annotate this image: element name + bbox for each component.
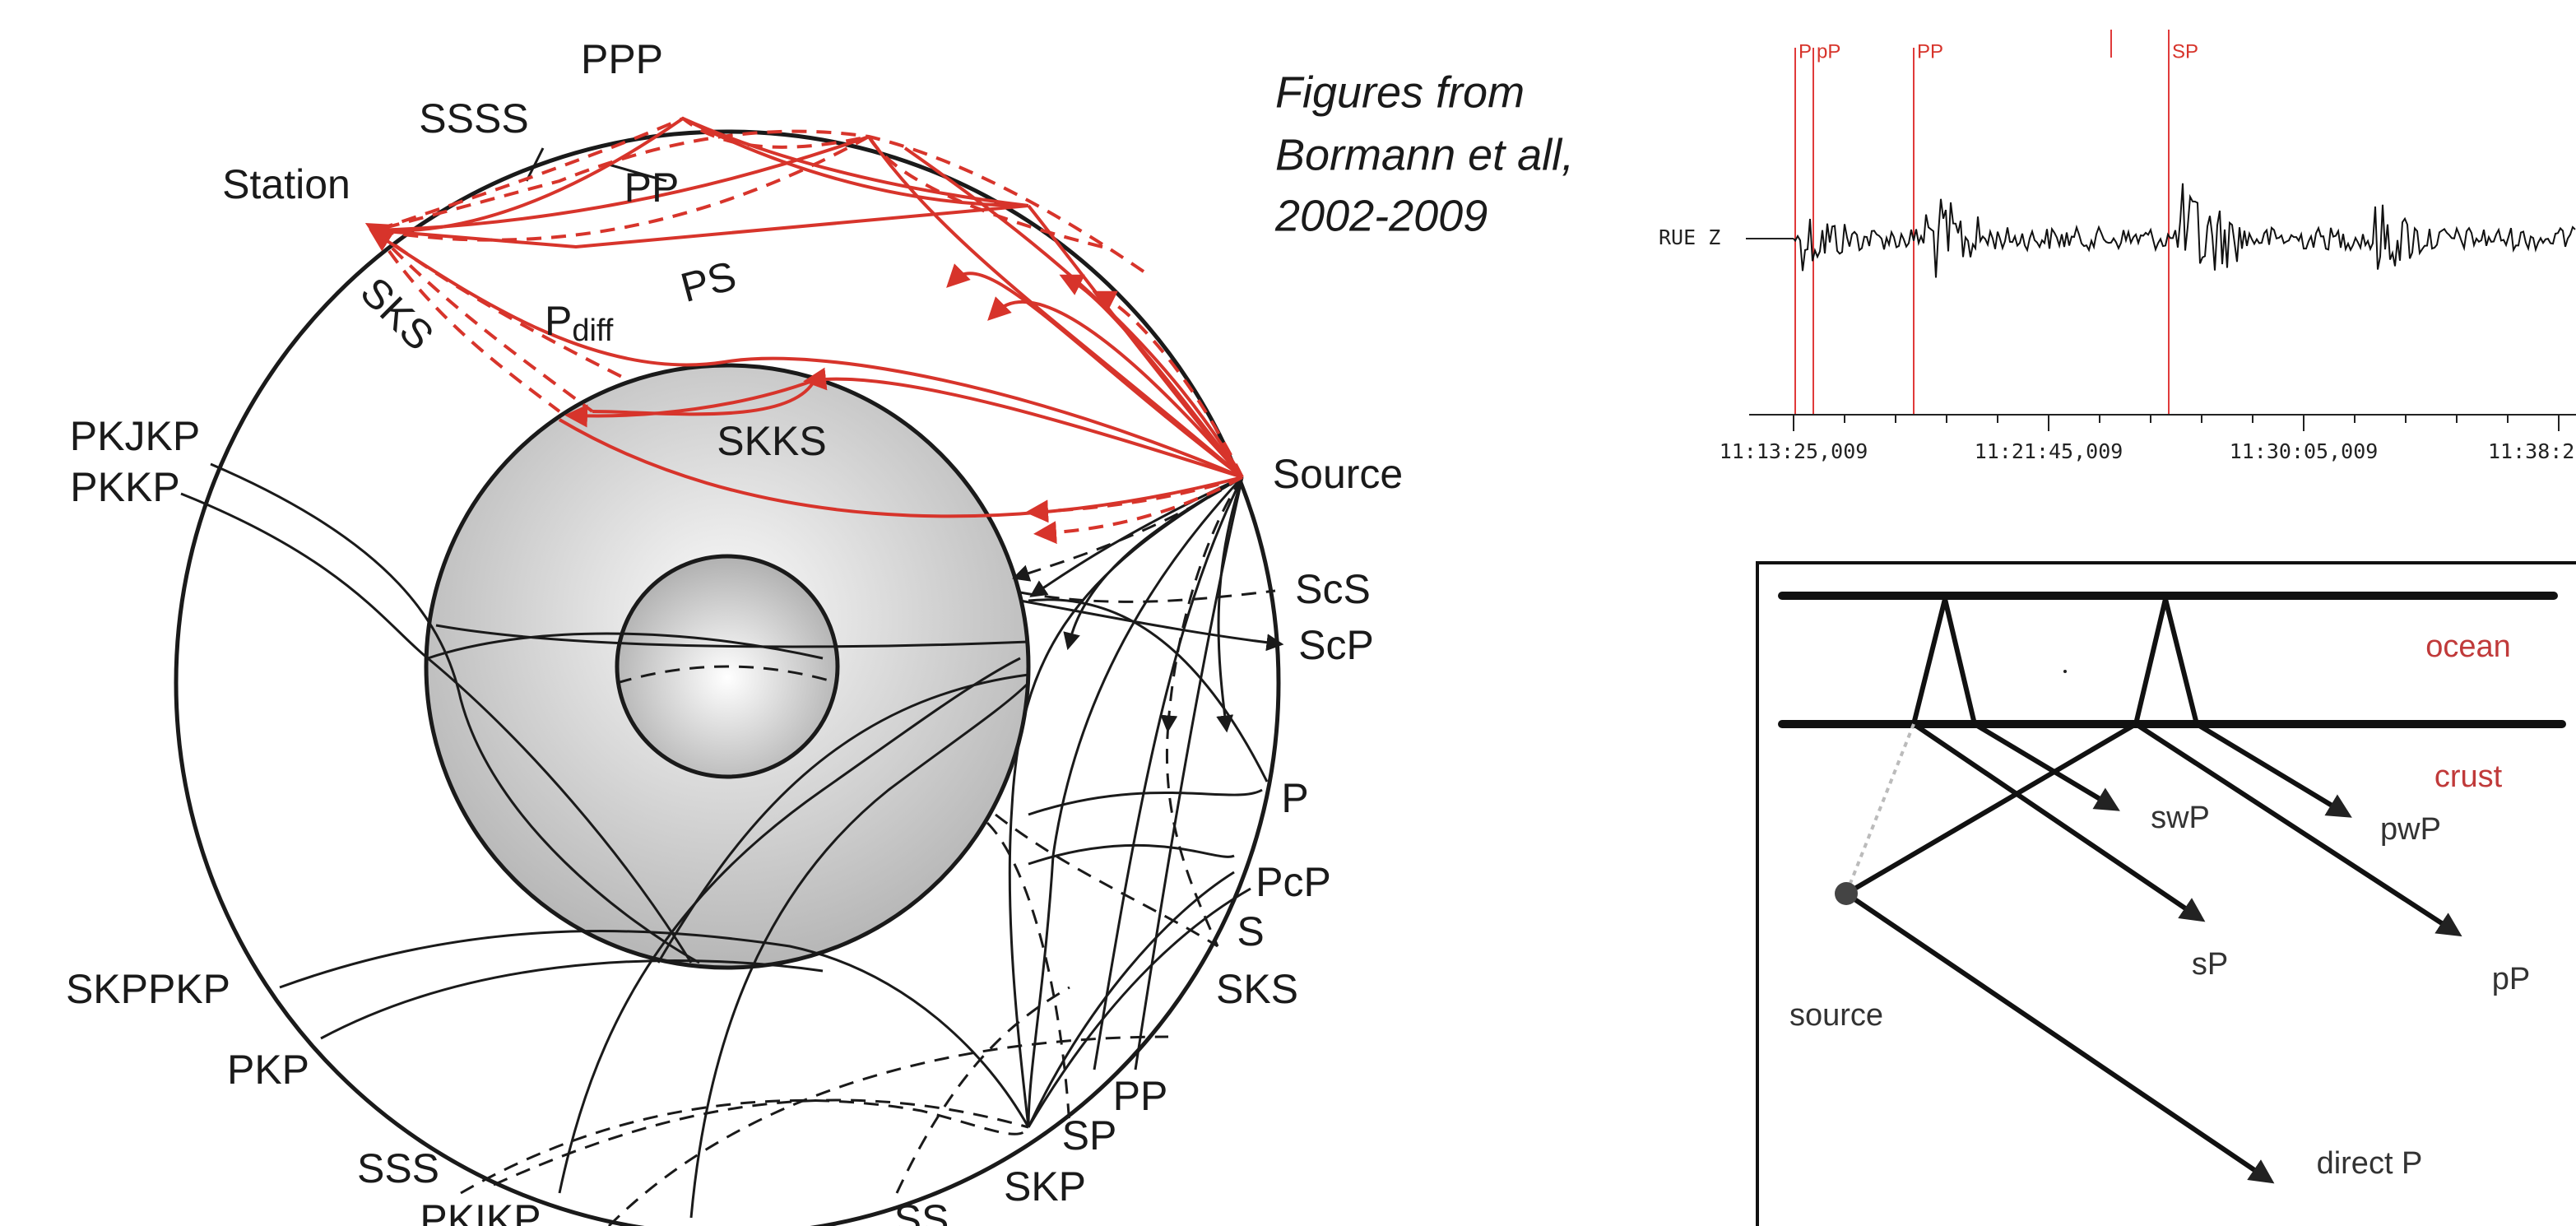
phase-name: SP xyxy=(2172,40,2198,63)
phase-name: P xyxy=(1799,40,1812,63)
figure: PPP SSSS Station PP PS SKS Pdiff SKKS PK… xyxy=(0,0,2576,1226)
source-label: Source xyxy=(1273,451,1403,497)
page: PPP SSSS Station PP PS SKS Pdiff SKKS PK… xyxy=(0,0,2576,1226)
ray xyxy=(1846,724,1914,894)
phase-name: PP xyxy=(1917,40,1943,63)
phase-label: SKKS xyxy=(717,418,826,464)
phase-label: SKS xyxy=(1216,966,1298,1012)
phase-label: SKP xyxy=(1004,1163,1086,1210)
phase-label: ScS xyxy=(1295,566,1371,612)
time-label: 11:13:25,009 xyxy=(1720,439,1868,463)
earth-diagram: PPP SSSS Station PP P S SKS Pdiff SKKS PK… xyxy=(66,36,1403,1226)
label-main: P xyxy=(545,298,572,344)
note-line: Bormann et all, xyxy=(1275,130,1574,179)
phase-label: SS xyxy=(894,1196,949,1226)
ray-label: sP xyxy=(2192,947,2228,982)
phase-label: PKP xyxy=(227,1047,309,1093)
time-label: 11:30:05,009 xyxy=(2230,439,2379,463)
phase-label: SSSS xyxy=(419,95,528,142)
time-label: 11:38:25 xyxy=(2488,439,2576,463)
ray-label: direct P xyxy=(2317,1146,2423,1181)
station-code: RUE Z xyxy=(1659,225,1720,249)
phase-label: P xyxy=(1281,775,1308,821)
phase-label: S xyxy=(1237,908,1264,954)
phase-label: PKJKP xyxy=(70,413,200,459)
note-line: Figures from xyxy=(1275,67,1525,117)
phase-label: ScP xyxy=(1298,622,1374,668)
waveform xyxy=(1794,183,2575,278)
phase-label: SSS xyxy=(357,1145,439,1191)
rays xyxy=(1846,599,2452,1177)
phase-label: PP xyxy=(1113,1073,1168,1119)
ray-label: pwP xyxy=(2380,812,2441,847)
phase-label: PPP xyxy=(581,36,663,82)
dot xyxy=(2063,670,2067,673)
label-subscript: diff xyxy=(572,313,613,348)
seismogram: RUE Z P pP PP SP 11:13:25,009 11:21:45,0… xyxy=(1659,30,2576,463)
time-label: 11:21:45,009 xyxy=(1975,439,2123,463)
layer-label: ocean xyxy=(2425,629,2511,664)
phase-label: PKKP xyxy=(70,464,179,510)
credit-note: Figures from Bormann et all, 2002-2009 xyxy=(1274,67,1574,240)
ray-label: pP xyxy=(2492,962,2530,996)
note-line: 2002-2009 xyxy=(1274,191,1488,240)
phase-label: PcP xyxy=(1256,859,1331,905)
source-label: source xyxy=(1789,998,1883,1033)
source-point xyxy=(1835,882,1858,905)
phase-name: pP xyxy=(1817,40,1840,63)
layer-label: crust xyxy=(2434,759,2503,794)
phase-label: PKIKP xyxy=(420,1196,541,1226)
phase-label: SKPPKP xyxy=(66,966,230,1012)
ray-label: swP xyxy=(2151,801,2210,835)
depth-phase-diagram: ocean crust swP pwP sP pP direct P sourc… xyxy=(1757,563,2576,1226)
phase-label: SP xyxy=(1062,1112,1117,1159)
phase-label: PP xyxy=(624,165,680,211)
station-label: Station xyxy=(222,161,350,207)
